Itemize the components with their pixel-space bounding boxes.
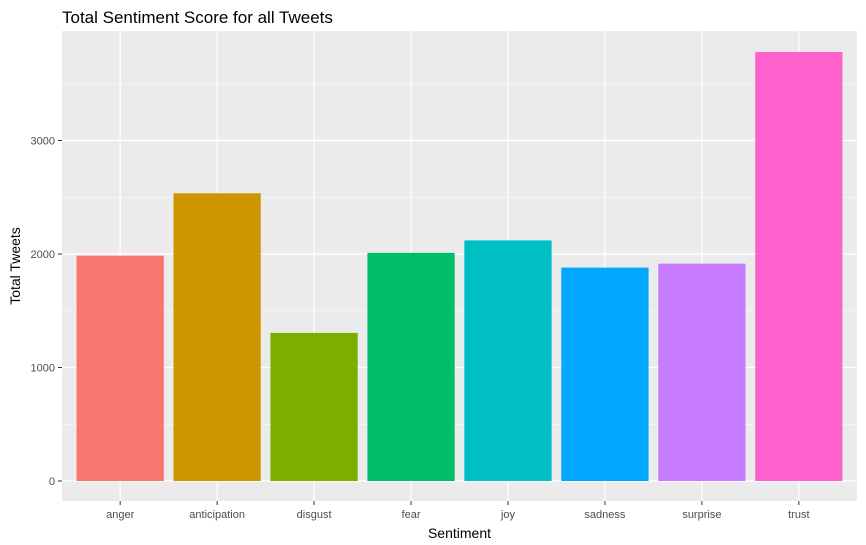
bar-joy <box>464 240 552 481</box>
x-axis: anger anticipation disgust fear joy sadness su… <box>106 501 810 521</box>
x-tick-label-sadness: sadness <box>584 509 625 521</box>
y-tick-label: 2000 <box>31 249 55 261</box>
chart-title: Total Sentiment Score for all Tweets <box>62 8 333 27</box>
x-axis-title: Sentiment <box>428 525 491 541</box>
x-tick-label-disgust: disgust <box>297 509 332 521</box>
y-tick-label: 3000 <box>31 136 55 148</box>
x-tick-label-anticipation: anticipation <box>189 509 245 521</box>
x-tick-label-anger: anger <box>106 509 134 521</box>
bar-disgust <box>270 332 358 481</box>
bar-anger <box>76 255 164 481</box>
x-tick-label-joy: joy <box>500 509 516 521</box>
x-tick-label-trust: trust <box>788 509 809 521</box>
bar-fear <box>367 252 455 481</box>
bar-trust <box>755 51 843 481</box>
x-tick-label-surprise: surprise <box>682 509 721 521</box>
bar-surprise <box>658 263 746 481</box>
bar-anticipation <box>173 193 261 481</box>
x-tick-label-fear: fear <box>402 509 421 521</box>
y-axis: 0 1000 2000 3000 <box>31 136 62 488</box>
bars <box>76 51 843 481</box>
y-axis-title: Total Tweets <box>7 227 23 305</box>
bar-sadness <box>561 267 649 481</box>
y-tick-label: 0 <box>49 476 55 488</box>
y-tick-label: 1000 <box>31 363 55 375</box>
